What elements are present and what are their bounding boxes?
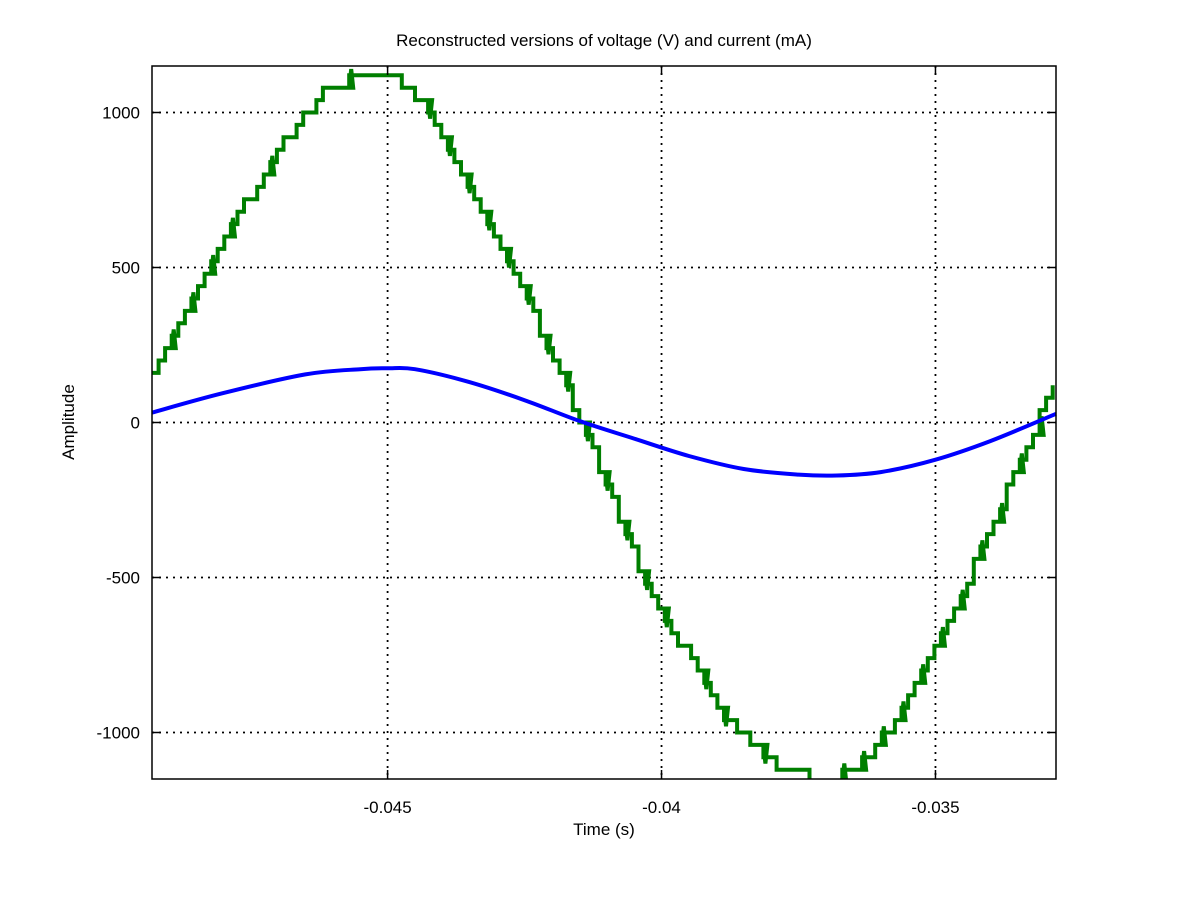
series-line-current xyxy=(151,365,1057,478)
series-group-voltage xyxy=(152,68,1055,779)
axis-ticks: 1000 500 0 -500 -1000 -0.045 -0.04 -0.035 xyxy=(97,66,1056,817)
x-tick-label: -0.035 xyxy=(911,798,959,817)
series-layer xyxy=(151,68,1057,779)
y-tick-label: 500 xyxy=(112,259,140,278)
y-axis-label: Amplitude xyxy=(59,384,78,460)
y-tick-label: -500 xyxy=(106,569,140,588)
y-tick-label: -1000 xyxy=(97,724,140,743)
y-tick-label: 0 xyxy=(131,414,140,433)
x-tick-label: -0.045 xyxy=(363,798,411,817)
y-tick-label: 1000 xyxy=(102,104,140,123)
x-tick-label: -0.04 xyxy=(642,798,681,817)
series-line-voltage xyxy=(152,68,1055,779)
chart-title: Reconstructed versions of voltage (V) an… xyxy=(396,31,812,50)
x-axis-label: Time (s) xyxy=(573,820,635,839)
